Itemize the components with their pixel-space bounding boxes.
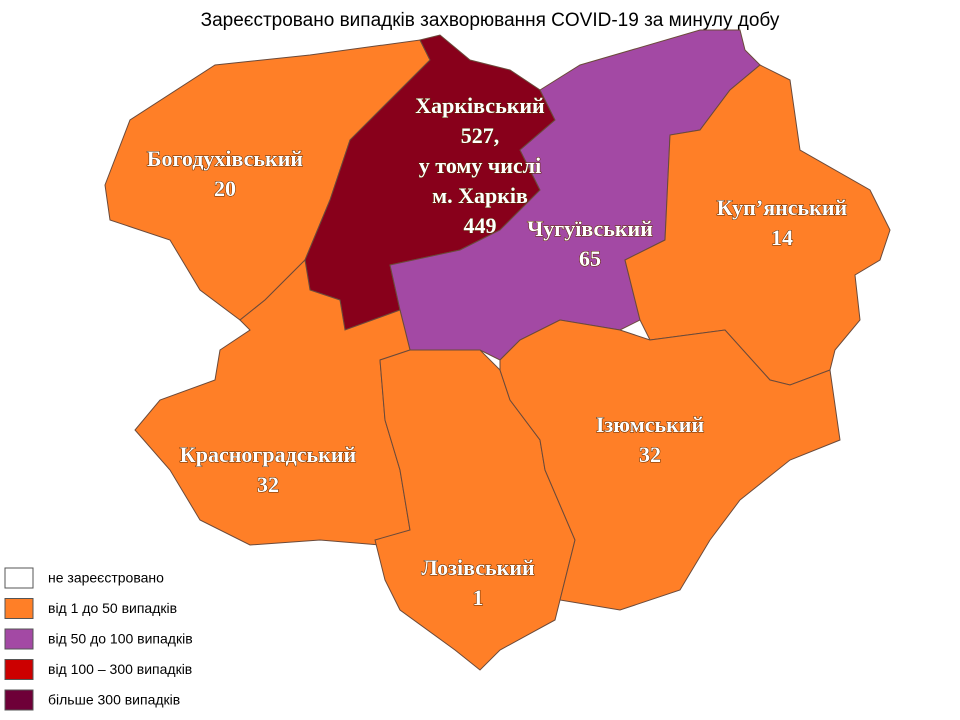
region-label: м. Харків [432, 183, 528, 208]
legend-swatch [4, 628, 34, 650]
region-label: Чугуївський [527, 216, 653, 241]
region-label: 527, [461, 123, 500, 148]
legend-label: більше 300 випадків [48, 692, 180, 708]
legend-label: від 1 до 50 випадків [48, 600, 177, 616]
region-label: Харківський [415, 93, 545, 118]
legend-swatch [4, 567, 34, 589]
region-label: Ізюмський [596, 412, 705, 437]
region-label: 20 [214, 176, 236, 201]
region-label: у тому числі [419, 153, 541, 178]
legend-label: від 100 – 300 випадків [48, 661, 192, 677]
legend-swatch [4, 689, 34, 711]
region-label: Богодухівський [147, 146, 303, 171]
region [499, 319, 841, 611]
region-label: Лозівський [421, 555, 535, 580]
region-label: 14 [771, 225, 793, 250]
region-label: 65 [579, 246, 601, 271]
region-label: 32 [257, 472, 279, 497]
legend-swatch [4, 598, 34, 619]
title: Зареєстровано випадків захворювання COVI… [201, 10, 780, 31]
legend-label: від 50 до 100 випадків [48, 631, 193, 647]
region-label: Красноградський [180, 442, 357, 467]
region-label: 449 [464, 213, 497, 238]
region-label: Куп’янський [717, 195, 848, 220]
region-label: 32 [639, 442, 661, 467]
legend-swatch [4, 659, 34, 680]
legend-label: не зареєстровано [48, 570, 164, 586]
region-label: 1 [473, 585, 484, 610]
